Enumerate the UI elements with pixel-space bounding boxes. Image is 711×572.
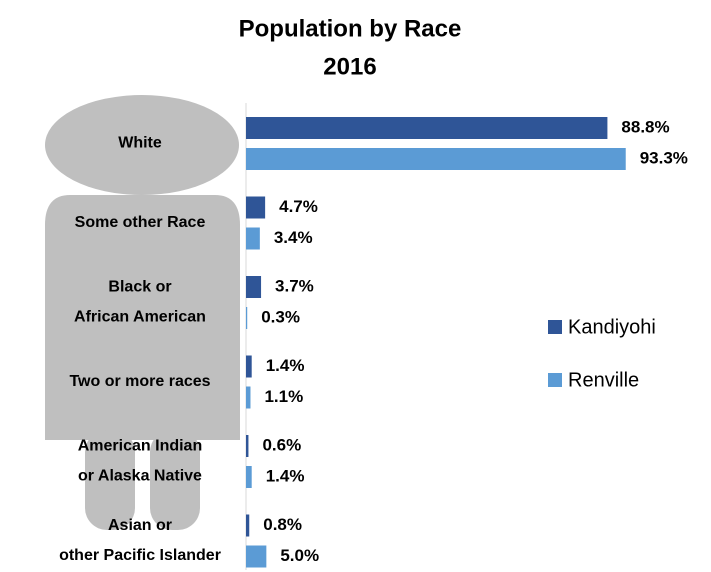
category-label: White [118,135,162,152]
chart-subtitle: 2016 [323,53,376,80]
bar [246,466,252,488]
value-label: 3.7% [275,276,314,295]
category-label: other Pacific Islander [59,547,221,564]
bar [246,386,251,409]
bar [246,545,267,568]
category-label: Some other Race [75,214,206,231]
value-label: 0.8% [263,515,302,534]
category-label: Asian or [108,517,172,534]
value-label: 5.0% [280,546,319,565]
legend-swatch [548,320,562,334]
bar [246,227,260,250]
category-label: or Alaska Native [78,468,202,485]
bar [246,435,249,457]
category-label: Two or more races [69,373,210,390]
value-label: 0.6% [262,435,301,454]
bar [246,276,262,298]
legend-label: Renville [568,369,639,391]
value-label: 1.4% [266,356,305,375]
legend-swatch [548,373,562,387]
value-label: 93.3% [640,148,688,167]
category-label: African American [74,309,206,326]
bar [246,148,626,170]
value-label: 1.1% [264,387,303,406]
value-label: 3.4% [274,228,313,247]
person-silhouette [45,95,240,530]
legend-label: Kandiyohi [568,316,656,338]
category-label: Black or [108,279,171,296]
chart-title: Population by Race [239,15,462,42]
value-label: 4.7% [279,197,318,216]
bar [246,355,252,378]
bar [246,307,248,329]
value-label: 88.8% [621,117,669,136]
bar [246,196,266,219]
value-label: 1.4% [266,466,305,485]
bar [246,514,250,537]
category-label: American Indian [78,438,202,455]
bar [246,117,608,139]
value-label: 0.3% [261,307,300,326]
